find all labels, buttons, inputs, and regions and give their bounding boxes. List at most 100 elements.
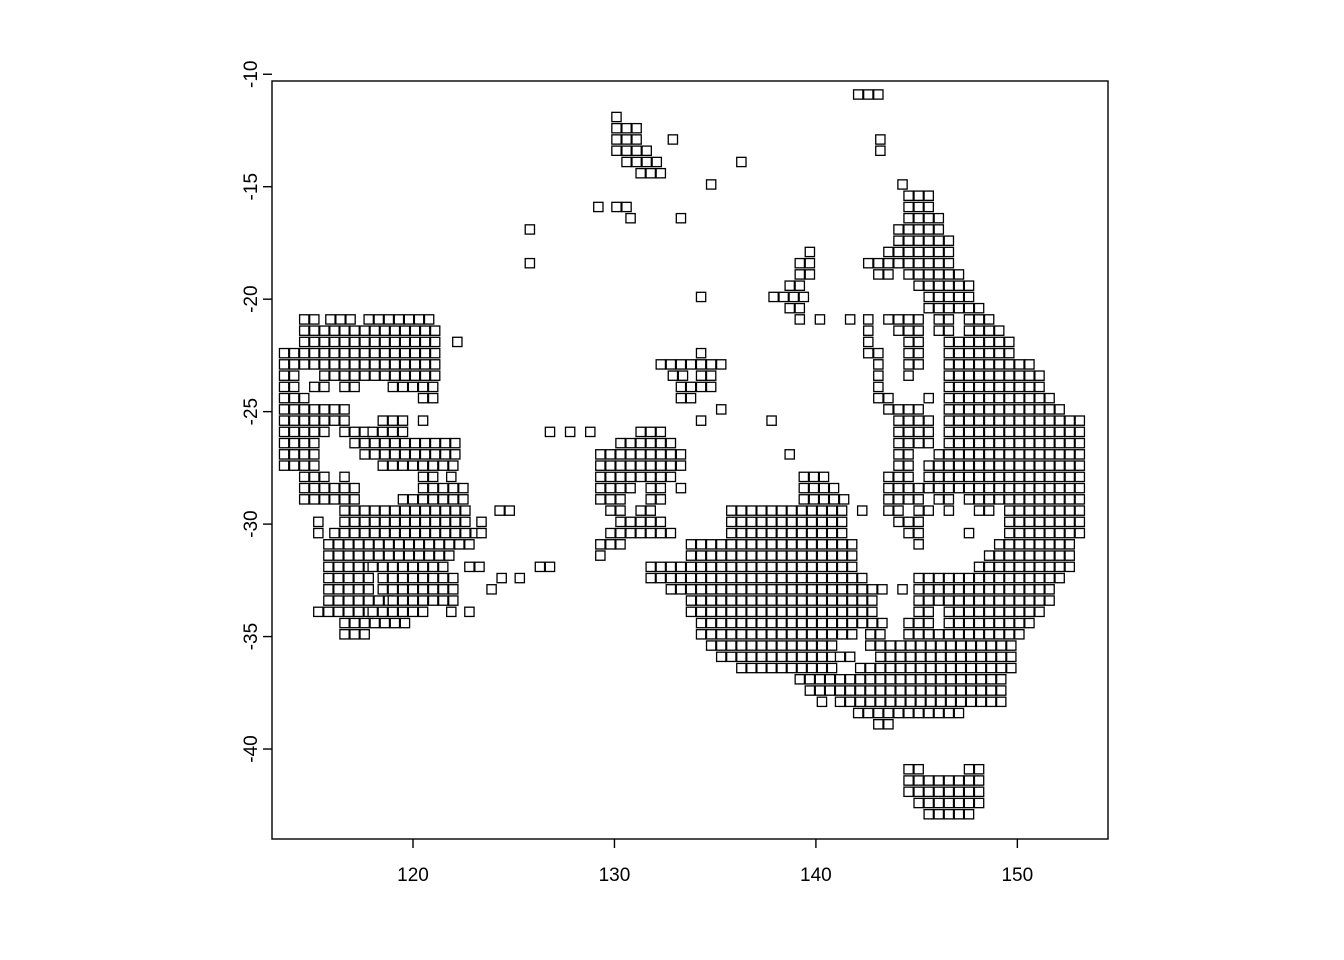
- square-marker: [726, 527, 737, 539]
- square-marker: [298, 392, 310, 404]
- square-marker: [325, 314, 336, 325]
- square-marker: [943, 471, 955, 483]
- square-marker: [897, 179, 908, 190]
- square-marker: [329, 325, 340, 336]
- square-marker: [973, 426, 985, 438]
- square-marker: [794, 280, 806, 291]
- square-marker: [621, 122, 632, 134]
- square-marker: [298, 460, 310, 471]
- square-marker: [1044, 539, 1055, 550]
- square-marker: [1006, 662, 1017, 674]
- square-marker: [339, 617, 350, 629]
- square-marker: [983, 561, 995, 573]
- square-marker: [766, 572, 777, 584]
- square-marker: [923, 786, 935, 798]
- square-marker: [923, 224, 935, 235]
- square-marker: [975, 685, 987, 696]
- square-marker: [1006, 640, 1017, 651]
- square-marker: [867, 606, 878, 618]
- square-marker: [766, 640, 777, 651]
- square-marker: [605, 494, 616, 505]
- square-marker: [943, 449, 955, 460]
- square-marker: [1044, 426, 1055, 438]
- square-marker: [1014, 561, 1025, 573]
- square-marker: [1014, 437, 1025, 449]
- square-marker: [1004, 381, 1015, 393]
- square-marker: [464, 561, 475, 573]
- square-marker: [854, 685, 866, 696]
- square-marker: [595, 550, 606, 561]
- square-marker: [915, 640, 926, 651]
- square-marker: [439, 437, 451, 449]
- square-marker: [625, 471, 636, 483]
- square-marker: [1034, 494, 1045, 505]
- square-marker: [1064, 561, 1076, 573]
- square-marker: [824, 685, 836, 696]
- square-marker: [1024, 505, 1035, 516]
- square-marker: [826, 617, 838, 629]
- square-marker: [419, 347, 431, 359]
- square-marker: [983, 336, 995, 348]
- square-marker: [1074, 494, 1086, 505]
- square-marker: [333, 584, 344, 595]
- square-marker: [645, 482, 657, 494]
- square-marker: [953, 707, 965, 719]
- square-marker: [873, 269, 884, 280]
- square-marker: [437, 494, 449, 505]
- square-marker: [945, 662, 957, 674]
- square-marker: [826, 516, 838, 528]
- square-marker: [913, 482, 924, 494]
- square-marker: [796, 629, 808, 640]
- square-marker: [288, 460, 300, 471]
- y-tick-label: -30: [241, 510, 262, 537]
- square-marker: [625, 449, 636, 460]
- square-marker: [705, 370, 717, 381]
- square-marker: [975, 696, 987, 708]
- square-marker: [675, 212, 687, 224]
- square-marker: [816, 595, 828, 606]
- square-marker: [903, 460, 914, 471]
- square-marker: [766, 629, 777, 640]
- square-marker: [419, 505, 431, 516]
- square-marker: [309, 415, 320, 426]
- square-marker: [685, 595, 697, 606]
- square-marker: [1004, 415, 1015, 426]
- square-marker: [611, 145, 622, 157]
- square-marker: [695, 584, 707, 595]
- square-marker: [953, 629, 965, 640]
- square-marker: [353, 572, 364, 584]
- square-marker: [814, 314, 826, 325]
- square-marker: [993, 629, 1005, 640]
- square-marker: [1034, 527, 1045, 539]
- square-marker: [943, 808, 955, 820]
- square-marker: [955, 696, 967, 708]
- square-marker: [965, 651, 977, 663]
- square-marker: [349, 494, 360, 505]
- square-marker: [903, 617, 914, 629]
- square-marker: [437, 584, 449, 595]
- square-marker: [923, 572, 935, 584]
- square-marker: [786, 527, 798, 539]
- square-marker: [417, 561, 429, 573]
- square-marker: [309, 482, 320, 494]
- square-marker: [963, 359, 975, 370]
- square-marker: [856, 584, 868, 595]
- square-marker: [933, 707, 945, 719]
- square-marker: [445, 471, 457, 483]
- square-marker: [913, 325, 924, 336]
- square-marker: [766, 550, 777, 561]
- square-marker: [883, 471, 894, 483]
- square-marker: [399, 336, 411, 348]
- square-marker: [905, 696, 916, 708]
- square-marker: [1054, 505, 1065, 516]
- square-marker: [705, 381, 717, 393]
- square-marker: [429, 370, 441, 381]
- square-marker: [943, 336, 955, 348]
- square-marker: [621, 156, 632, 168]
- square-marker: [339, 381, 350, 393]
- square-marker: [867, 617, 878, 629]
- square-marker: [349, 426, 360, 438]
- square-marker: [625, 516, 636, 528]
- square-marker: [379, 325, 391, 336]
- square-marker: [429, 336, 441, 348]
